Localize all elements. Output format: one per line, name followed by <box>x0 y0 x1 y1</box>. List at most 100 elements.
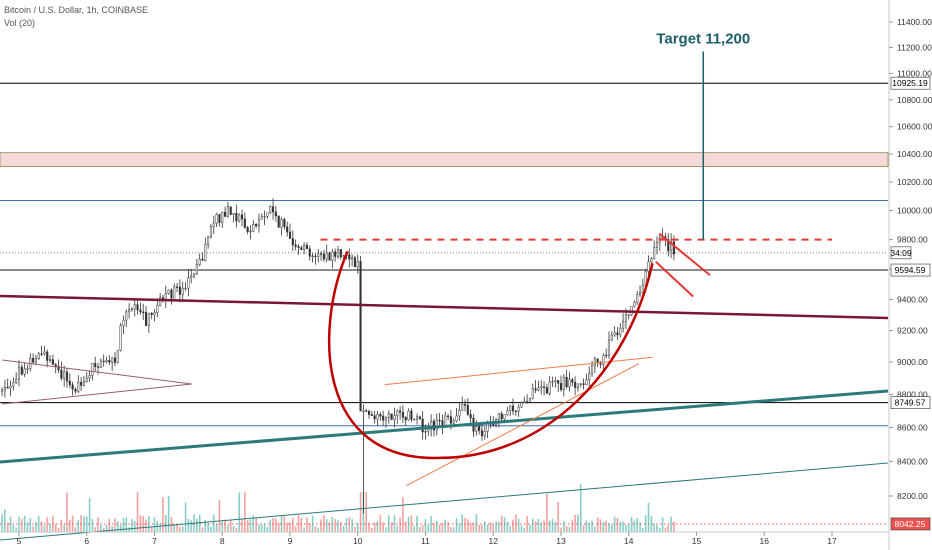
volume-bar <box>337 520 339 532</box>
volume-bar <box>170 517 173 532</box>
volume-bar <box>57 527 60 532</box>
candle-body <box>667 239 670 252</box>
candle-body <box>77 381 80 392</box>
candle-body <box>260 216 263 220</box>
resistance-zone <box>0 152 889 167</box>
time-axis[interactable]: 5 6 7 8 9 10 11 12 13 14 15 16 17 <box>0 531 889 546</box>
candle-body <box>627 314 630 316</box>
volume-bar <box>136 491 139 532</box>
candle-body <box>308 248 311 257</box>
candle-body <box>356 261 359 268</box>
volume-bar <box>331 517 334 532</box>
candle-body <box>130 308 133 311</box>
volume-bar <box>105 524 108 532</box>
target-annotation: Target 11,200 <box>656 30 750 47</box>
volume-bar <box>37 516 40 532</box>
candle-body <box>500 413 503 420</box>
volume-bar <box>212 514 215 532</box>
volume-bar <box>605 521 607 532</box>
price-tick-label: 11000.00 <box>897 68 932 78</box>
volume-bar <box>32 526 34 532</box>
volume-bar <box>342 526 345 532</box>
volume-bar <box>1 514 3 532</box>
candle-body <box>387 413 390 418</box>
candle-body <box>596 358 599 363</box>
volume-bar <box>227 524 229 532</box>
volume-bar <box>512 519 514 532</box>
candle-body <box>266 212 269 217</box>
price-tick-label: 8800.00 <box>897 389 928 399</box>
candle-body <box>574 381 577 388</box>
candle-body <box>339 249 342 258</box>
candle-body <box>32 358 35 363</box>
volume-bar <box>611 524 613 532</box>
volume-bar <box>543 520 545 532</box>
volume-bar <box>565 526 568 532</box>
volume-bar <box>150 527 153 532</box>
candle-body <box>212 222 215 227</box>
candle-body <box>119 325 122 351</box>
candle-body <box>195 264 198 275</box>
candle-body <box>297 246 300 248</box>
candle-body <box>167 289 170 294</box>
volume-bar <box>184 502 187 532</box>
candle-body <box>153 312 156 315</box>
price-tick-label: 10200.00 <box>897 177 932 187</box>
time-tick-label: 8 <box>220 536 225 546</box>
candle-body <box>449 416 452 424</box>
candle-body <box>565 376 568 388</box>
time-tick-label: 9 <box>288 536 293 546</box>
volume-bar <box>348 517 351 532</box>
price-axis[interactable]: 8200.00 8400.00 8600.00 8800.00 9000.00 9200.… <box>888 0 932 550</box>
price-tick-label: 9200.00 <box>897 325 928 335</box>
candle-body <box>379 414 382 417</box>
volume-bar <box>292 517 294 532</box>
candle-body <box>458 409 461 417</box>
volume-bar <box>173 524 176 532</box>
candle-body <box>523 401 526 404</box>
pennant-lines <box>1 359 192 405</box>
volume-bar <box>260 524 263 532</box>
volume-bar <box>102 527 105 532</box>
time-tick-label: 13 <box>556 536 566 546</box>
volume-bar <box>289 522 291 532</box>
volume-bar <box>421 525 424 532</box>
volume-bar <box>145 519 147 532</box>
volume-bar <box>235 527 238 532</box>
volume-bar <box>413 525 416 532</box>
candle-body <box>136 304 139 311</box>
candle-body <box>576 383 579 388</box>
candle-body <box>105 360 108 363</box>
volume-bar <box>328 522 331 532</box>
volume-bar <box>371 527 373 532</box>
volume-bar <box>125 517 128 532</box>
level-price-tag <box>890 263 931 277</box>
volume-bar <box>54 523 57 532</box>
candle-body <box>432 420 436 431</box>
candle-body <box>384 417 388 421</box>
volume-bar <box>416 515 418 532</box>
volume-bar <box>472 522 475 532</box>
candle-body <box>170 289 173 299</box>
volume-bar <box>599 519 602 532</box>
volume-bar <box>159 524 161 532</box>
volume-bar <box>495 521 497 532</box>
volume-bar <box>622 521 624 532</box>
volume-bar <box>444 519 447 532</box>
volume-bar <box>492 524 495 532</box>
volume-bar <box>368 522 370 532</box>
volume-bar <box>636 518 639 532</box>
volume-bar <box>464 517 466 532</box>
time-tick-label: 11 <box>421 536 430 546</box>
volume-bar <box>627 524 630 532</box>
volume-bar <box>272 517 274 532</box>
volume-bar <box>402 497 404 532</box>
volume-bar <box>277 522 280 532</box>
candle-body <box>641 284 644 293</box>
candle-body <box>591 365 594 374</box>
price-tick-label: 11200.00 <box>897 42 932 52</box>
candle-body <box>99 360 102 368</box>
level-price-tag <box>890 76 931 90</box>
candle-body <box>430 420 433 430</box>
